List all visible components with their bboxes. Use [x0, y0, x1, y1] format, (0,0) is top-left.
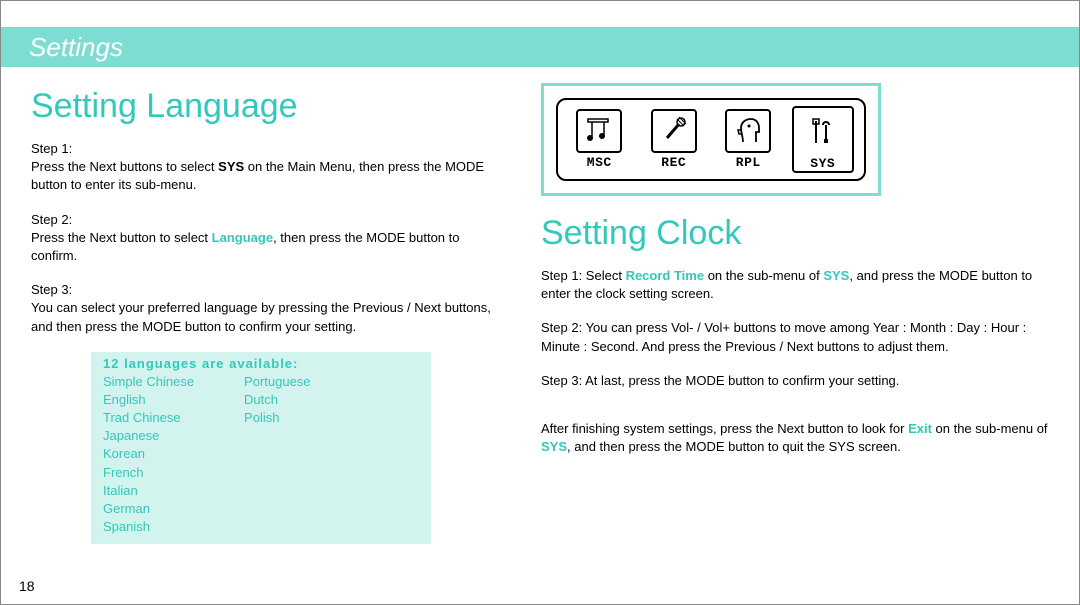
menu-screenshot-frame: MSC REC RPL: [541, 83, 881, 196]
setting-clock-title: Setting Clock: [541, 214, 1049, 253]
menu-item-rpl: RPL: [717, 109, 779, 170]
clock-step3: Step 3: At last, press the MODE button t…: [541, 372, 1049, 390]
step1-text-a: Press the Next buttons to select: [31, 159, 218, 174]
lang-item: German: [103, 500, 194, 518]
exit-c: on the sub-menu of: [932, 421, 1048, 436]
clock-step2: Step 2: You can press Vol- / Vol+ button…: [541, 319, 1049, 355]
languages-columns: Simple Chinese English Trad Chinese Japa…: [103, 373, 419, 537]
step1-label: Step 1:: [31, 141, 72, 156]
step3-block: Step 3: You can select your preferred la…: [31, 281, 501, 336]
lang-item: Dutch: [244, 391, 311, 409]
step2-label: Step 2:: [31, 212, 72, 227]
menu-label: REC: [661, 155, 686, 170]
language-col-1: Simple Chinese English Trad Chinese Japa…: [103, 373, 194, 537]
clock-step1-sys: SYS: [823, 268, 849, 283]
step1-sys: SYS: [218, 159, 244, 174]
languages-box: 12 languages are available: Simple Chine…: [91, 352, 431, 545]
menu-item-sys-selected: SYS: [792, 106, 854, 173]
clock-step1-b: on the sub-menu of: [704, 268, 823, 283]
page-number: 18: [19, 578, 35, 594]
lang-item: Spanish: [103, 518, 194, 536]
step2-language: Language: [212, 230, 273, 245]
device-menu: MSC REC RPL: [556, 98, 866, 181]
menu-label: MSC: [587, 155, 612, 170]
step2-text-a: Press the Next button to select: [31, 230, 212, 245]
tools-icon: [800, 110, 846, 154]
exit-text: After finishing system settings, press t…: [541, 420, 1049, 456]
column-right: MSC REC RPL: [541, 67, 1049, 544]
menu-item-msc: MSC: [568, 109, 630, 170]
mic-icon: [651, 109, 697, 153]
menu-label: RPL: [736, 155, 761, 170]
clock-step1-a: Step 1: Select: [541, 268, 626, 283]
step3-label: Step 3:: [31, 282, 72, 297]
page-section-title: Settings: [29, 32, 123, 63]
step2-block: Step 2: Press the Next button to select …: [31, 211, 501, 266]
lang-item: Simple Chinese: [103, 373, 194, 391]
music-icon: [576, 109, 622, 153]
step1-block: Step 1: Press the Next buttons to select…: [31, 140, 501, 195]
step3-text: You can select your preferred language b…: [31, 300, 491, 333]
exit-d: SYS: [541, 439, 567, 454]
exit-e: , and then press the MODE button to quit…: [567, 439, 901, 454]
clock-step1-rt: Record Time: [626, 268, 705, 283]
column-left: Setting Language Step 1: Press the Next …: [31, 67, 501, 544]
lang-item: Japanese: [103, 427, 194, 445]
menu-label: SYS: [810, 156, 835, 171]
setting-language-title: Setting Language: [31, 87, 501, 126]
lang-item: Portuguese: [244, 373, 311, 391]
lang-item: French: [103, 464, 194, 482]
lang-item: Korean: [103, 445, 194, 463]
lang-item: English: [103, 391, 194, 409]
lang-item: Italian: [103, 482, 194, 500]
exit-a: After finishing system settings, press t…: [541, 421, 908, 436]
lang-item: Polish: [244, 409, 311, 427]
content-area: Setting Language Step 1: Press the Next …: [1, 67, 1079, 544]
header-band: Settings: [1, 27, 1079, 67]
language-col-2: Portuguese Dutch Polish: [244, 373, 311, 537]
menu-item-rec: REC: [643, 109, 705, 170]
exit-b: Exit: [908, 421, 932, 436]
clock-step1: Step 1: Select Record Time on the sub-me…: [541, 267, 1049, 303]
head-icon: [725, 109, 771, 153]
languages-box-title: 12 languages are available:: [103, 356, 419, 371]
lang-item: Trad Chinese: [103, 409, 194, 427]
